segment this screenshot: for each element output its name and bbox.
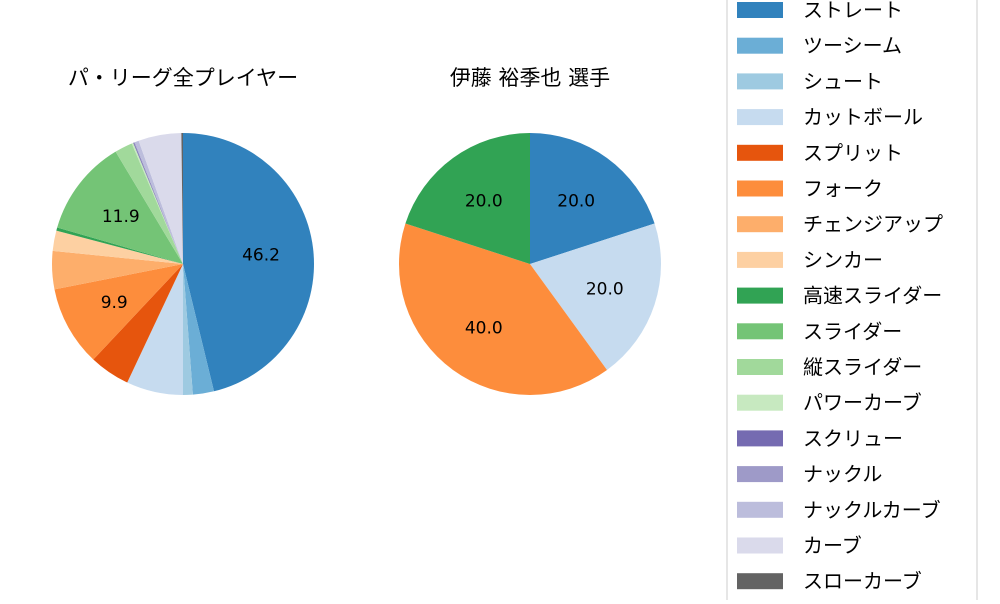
legend-swatch-7 xyxy=(737,251,783,268)
legend-swatch-8 xyxy=(737,287,783,304)
legend-label-14: ナックルカーブ xyxy=(803,498,941,522)
pie-slice-9 xyxy=(57,151,184,264)
legend-label-4: スプリット xyxy=(803,141,903,165)
pie-slice-3 xyxy=(405,133,530,264)
pie-slice-15 xyxy=(138,133,183,264)
legend-swatch-12 xyxy=(737,430,783,447)
pie-slice-6 xyxy=(52,250,184,290)
pie-slice-2 xyxy=(399,223,607,396)
legend-swatch-5 xyxy=(737,180,783,197)
legend-label-7: シンカー xyxy=(803,248,883,272)
pie-slice-12 xyxy=(133,142,183,264)
legend-label-0: ストレート xyxy=(803,0,903,22)
legend-swatch-16 xyxy=(737,573,783,590)
pie-slice-1 xyxy=(530,223,661,370)
pie-slice-5 xyxy=(54,264,183,360)
legend-swatch-9 xyxy=(737,323,783,340)
pie-slice-2 xyxy=(183,264,193,395)
legend-swatch-6 xyxy=(737,216,783,233)
pie-slice-0 xyxy=(183,133,315,392)
pie-slice-1 xyxy=(183,264,214,395)
pie-slice-14 xyxy=(134,140,183,264)
pie-data-label: 9.9 xyxy=(101,293,128,313)
legend-label-10: 縦スライダー xyxy=(803,355,922,379)
pie-slice-11 xyxy=(131,142,183,264)
pie-title: 伊藤 裕季也 選手 xyxy=(450,66,610,90)
pie-slice-8 xyxy=(56,227,184,264)
legend-swatch-3 xyxy=(737,109,783,126)
pie-data-label: 20.0 xyxy=(465,191,503,211)
pie-slice-13 xyxy=(134,142,183,264)
legend-label-2: シュート xyxy=(803,69,883,93)
legend-swatch-10 xyxy=(737,359,783,375)
pie-title: パ・リーグ全プレイヤー xyxy=(68,66,298,90)
legend-label-12: スクリュー xyxy=(803,426,903,450)
legend-label-16: スローカーブ xyxy=(803,569,922,593)
pie-slice-3 xyxy=(127,264,183,395)
legend-swatch-1 xyxy=(737,37,783,54)
legend-swatch-4 xyxy=(737,144,783,161)
legend-label-6: チェンジアップ xyxy=(803,212,943,236)
pie-slice-10 xyxy=(115,143,183,264)
legend-label-11: パワーカーブ xyxy=(803,391,922,415)
pie-player: 伊藤 裕季也 選手 20.0 20.0 40.0 20.0 xyxy=(399,66,661,396)
legend-label-5: フォーク xyxy=(803,177,883,201)
pie-data-label: 46.2 xyxy=(242,246,280,266)
legend-label-9: スライダー xyxy=(803,319,902,343)
legend: ストレートツーシームシュートカットボールスプリットフォークチェンジアップシンカー… xyxy=(726,0,978,604)
legend-label-3: カットボール xyxy=(803,105,923,129)
legend-swatch-13 xyxy=(737,466,783,483)
legend-swatch-11 xyxy=(737,394,783,411)
pie-slice-0 xyxy=(530,133,655,264)
legend-swatch-15 xyxy=(737,537,783,554)
pie-slice-16 xyxy=(181,133,183,264)
pie-data-label: 20.0 xyxy=(557,191,595,211)
legend-swatch-0 xyxy=(737,2,783,18)
legend-label-13: ナックル xyxy=(803,462,882,486)
legend-swatch-2 xyxy=(737,73,783,90)
pie-slice-4 xyxy=(93,264,183,383)
pie-league-all-players: パ・リーグ全プレイヤー 46.2 9.9 11.9 xyxy=(52,66,315,395)
legend-label-1: ツーシーム xyxy=(803,34,902,58)
pie-data-label: 20.0 xyxy=(586,279,624,299)
pie-data-label: 40.0 xyxy=(465,319,503,339)
legend-swatch-14 xyxy=(737,501,783,518)
legend-label-15: カーブ xyxy=(803,534,862,558)
legend-label-8: 高速スライダー xyxy=(803,284,942,308)
pie-slice-7 xyxy=(52,230,184,264)
pie-data-label: 11.9 xyxy=(102,207,140,227)
legend-frame xyxy=(726,0,978,604)
